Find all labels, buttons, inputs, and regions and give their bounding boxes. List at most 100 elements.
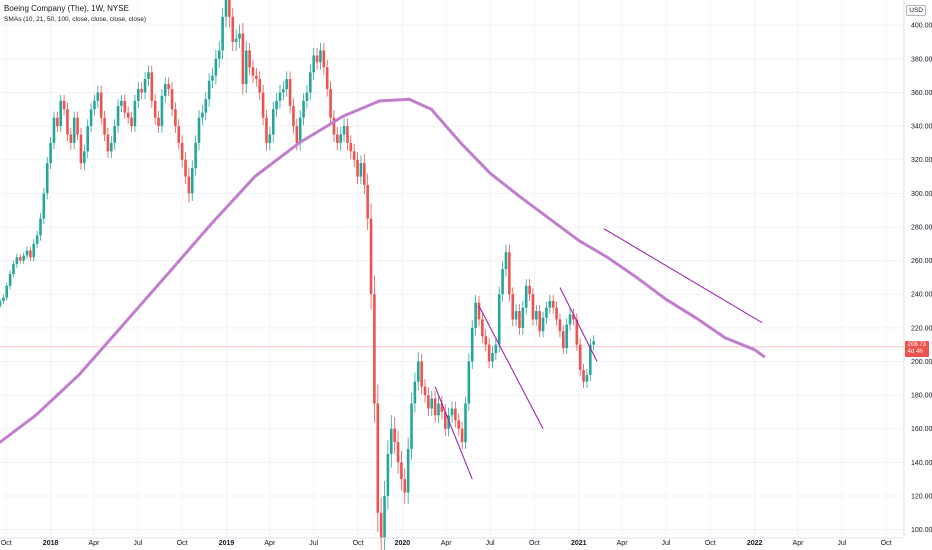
candle-body (322, 50, 326, 68)
candle-body (494, 344, 498, 354)
candle-body (123, 100, 127, 113)
candle-body (514, 311, 518, 320)
candle-body (352, 151, 356, 160)
candle-body (437, 403, 440, 416)
candle-body (528, 285, 531, 295)
candle-body (376, 403, 380, 513)
chart-title[interactable]: Boeing Company (The), 1W, NYSE (4, 4, 129, 13)
candle-body (66, 109, 69, 135)
y-tick-label: 400.00 (911, 23, 932, 30)
x-tick-label: Apr (617, 540, 629, 547)
y-tick-label: 200.00 (911, 359, 932, 366)
candle-body (62, 100, 66, 110)
candle-body (565, 324, 568, 349)
grid-layer (0, 0, 904, 538)
indicator-legend[interactable]: SMAs (10, 21, 50, 100, close, close, clo… (4, 16, 146, 23)
candle-body (140, 89, 143, 93)
candle-body (447, 415, 450, 429)
candle-body (130, 117, 133, 127)
candle-body (319, 50, 322, 63)
candle-body (42, 193, 46, 219)
x-tick-label: 2020 (395, 540, 411, 547)
y-tick-label: 120.00 (911, 493, 932, 500)
y-tick-label: 240.00 (911, 292, 932, 299)
candle-body (261, 92, 265, 118)
x-tick-label: 2019 (219, 540, 235, 547)
candle-body (271, 109, 275, 135)
candle-body (389, 428, 393, 454)
candle-body (366, 184, 369, 219)
candle-body (538, 311, 542, 332)
candle-body (477, 302, 481, 320)
candle-body (83, 151, 86, 164)
candle-body (430, 398, 434, 409)
candle-body (470, 327, 474, 362)
candle-body (190, 168, 194, 194)
sma-line (0, 97, 766, 444)
x-tick-label: Apr (264, 540, 276, 547)
candle-body (524, 285, 528, 308)
candle-body (487, 344, 491, 362)
x-tick-label: Jul (133, 540, 142, 547)
candle-body (163, 84, 167, 96)
candle-body (481, 319, 484, 337)
candle-body (113, 126, 116, 143)
candle-body (491, 353, 494, 362)
trendline (434, 386, 473, 480)
candle-body (568, 314, 572, 325)
candle-body (572, 314, 575, 320)
countdown-value: 4d 4h (907, 348, 923, 355)
candle-body (268, 134, 272, 143)
candle-body (535, 311, 538, 320)
x-tick-label: Oct (1, 540, 12, 547)
candle-body (147, 72, 150, 80)
candle-body (467, 361, 471, 404)
candle-body (295, 126, 299, 143)
x-tick-label: 2022 (747, 540, 763, 547)
candle-body (133, 100, 137, 127)
candle-body (450, 408, 454, 416)
candle-body (315, 55, 319, 63)
candle-body (413, 381, 417, 404)
candle-body (99, 92, 103, 118)
candle-body (187, 176, 191, 194)
candle-body (339, 134, 342, 143)
currency-badge[interactable]: USD (906, 5, 926, 16)
candle-body (511, 294, 515, 320)
candle-body (126, 112, 130, 118)
candle-body (464, 403, 467, 443)
candle-body (460, 428, 464, 443)
candle-body (201, 112, 204, 118)
x-tick-label: Apr (793, 540, 805, 547)
candles-layer (0, 0, 595, 550)
candle-body (86, 126, 90, 152)
candle-body (194, 142, 197, 169)
candle-body (106, 134, 110, 152)
candle-body (275, 100, 278, 110)
candle-body (558, 319, 562, 332)
candle-body (457, 420, 461, 429)
y-tick-label: 180.00 (911, 393, 932, 400)
candle-body (56, 117, 59, 127)
candle-body (541, 317, 545, 332)
candle-body (386, 453, 390, 496)
trend-layer (434, 228, 763, 480)
candle-body (258, 79, 262, 93)
candle-body (588, 344, 592, 375)
candle-body (362, 163, 366, 185)
candle-body (79, 134, 83, 164)
candle-body (336, 134, 339, 143)
candle-body (383, 495, 386, 538)
candle-body (170, 89, 174, 110)
candle-body (116, 105, 120, 127)
x-tick-label: Oct (705, 540, 716, 547)
candle-body (120, 100, 123, 106)
candle-body (18, 257, 22, 261)
candle-body (214, 58, 218, 76)
candle-body (309, 72, 312, 93)
x-tick-label: Jul (661, 540, 670, 547)
candle-body (393, 428, 396, 443)
candle-body (406, 448, 410, 493)
